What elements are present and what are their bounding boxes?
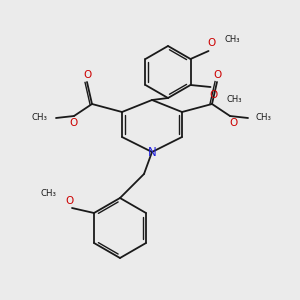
Text: O: O <box>207 38 216 48</box>
Text: O: O <box>70 118 78 128</box>
Text: CH₃: CH₃ <box>32 113 48 122</box>
Text: CH₃: CH₃ <box>226 94 242 103</box>
Text: N: N <box>148 146 156 158</box>
Text: O: O <box>65 196 73 206</box>
Text: CH₃: CH₃ <box>256 113 272 122</box>
Text: CH₃: CH₃ <box>224 34 240 43</box>
Text: O: O <box>229 118 237 128</box>
Text: O: O <box>213 70 221 80</box>
Text: O: O <box>83 70 91 80</box>
Text: CH₃: CH₃ <box>40 190 56 199</box>
Text: O: O <box>209 90 217 100</box>
